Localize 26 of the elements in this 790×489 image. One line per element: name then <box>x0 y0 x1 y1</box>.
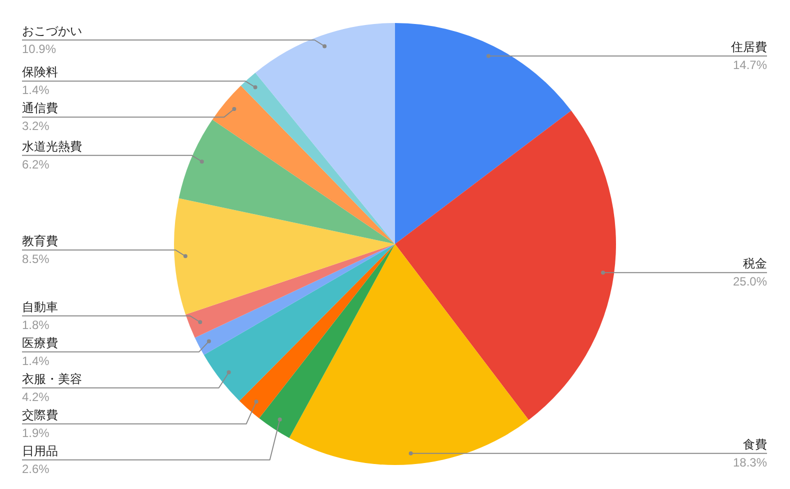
data-label: 6.2% <box>22 157 50 172</box>
slice-label: 住居費 <box>730 40 767 54</box>
data-label: 8.5% <box>22 252 50 266</box>
slice-label: 食費 <box>743 437 767 452</box>
data-label: 25.0% <box>732 274 768 289</box>
data-label: 1.9% <box>22 426 50 440</box>
data-label: 1.4% <box>22 83 50 98</box>
slice-label: おこづかい <box>22 24 82 38</box>
slice-label: 自動車 <box>22 300 58 314</box>
data-label: 4.2% <box>22 390 50 404</box>
data-label: 1.8% <box>22 318 50 332</box>
slice-label: 衣服・美容 <box>22 372 82 386</box>
slice-label: 保険料 <box>22 65 58 80</box>
data-label: 2.6% <box>22 462 50 476</box>
data-label: 18.3% <box>732 455 768 470</box>
data-label: 10.9% <box>22 42 56 56</box>
slice-label: 医療費 <box>22 336 58 350</box>
slice-label: 税金 <box>743 256 767 271</box>
slice-label: 教育費 <box>22 234 58 248</box>
data-label: 14.7% <box>732 58 768 72</box>
slice-label: 通信費 <box>22 101 58 116</box>
data-label: 3.2% <box>22 119 50 134</box>
slice-label: 水道光熱費 <box>22 139 82 154</box>
data-label: 1.4% <box>22 354 50 368</box>
slice-label: 交際費 <box>22 408 58 422</box>
slice-label: 日用品 <box>22 444 58 458</box>
